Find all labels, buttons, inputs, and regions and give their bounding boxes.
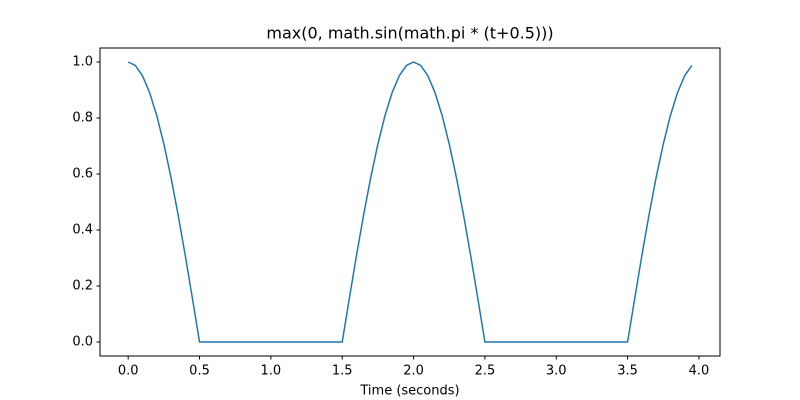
x-tick-label: 0.5 xyxy=(189,364,210,379)
y-tick-label: 0.2 xyxy=(72,279,93,294)
x-tick-label: 2.0 xyxy=(403,364,424,379)
chart-title: max(0, math.sin(math.pi * (t+0.5))) xyxy=(266,24,553,43)
x-tick-label: 0.0 xyxy=(118,364,139,379)
x-tick-label: 3.0 xyxy=(546,364,567,379)
y-tick-label: 0.4 xyxy=(72,223,93,238)
x-tick-label: 2.5 xyxy=(475,364,496,379)
y-tick-label: 0.0 xyxy=(72,335,93,350)
axes-frame xyxy=(99,47,721,357)
x-tick-label: 1.5 xyxy=(332,364,353,379)
x-tick-label: 3.5 xyxy=(617,364,638,379)
y-tick-label: 1.0 xyxy=(72,55,93,70)
y-tick-label: 0.6 xyxy=(72,167,93,182)
x-tick-label: 4.0 xyxy=(689,364,710,379)
y-tick-label: 0.8 xyxy=(72,111,93,126)
x-axis-label: Time (seconds) xyxy=(359,384,459,399)
data-line xyxy=(127,61,693,343)
x-tick-label: 1.0 xyxy=(261,364,282,379)
